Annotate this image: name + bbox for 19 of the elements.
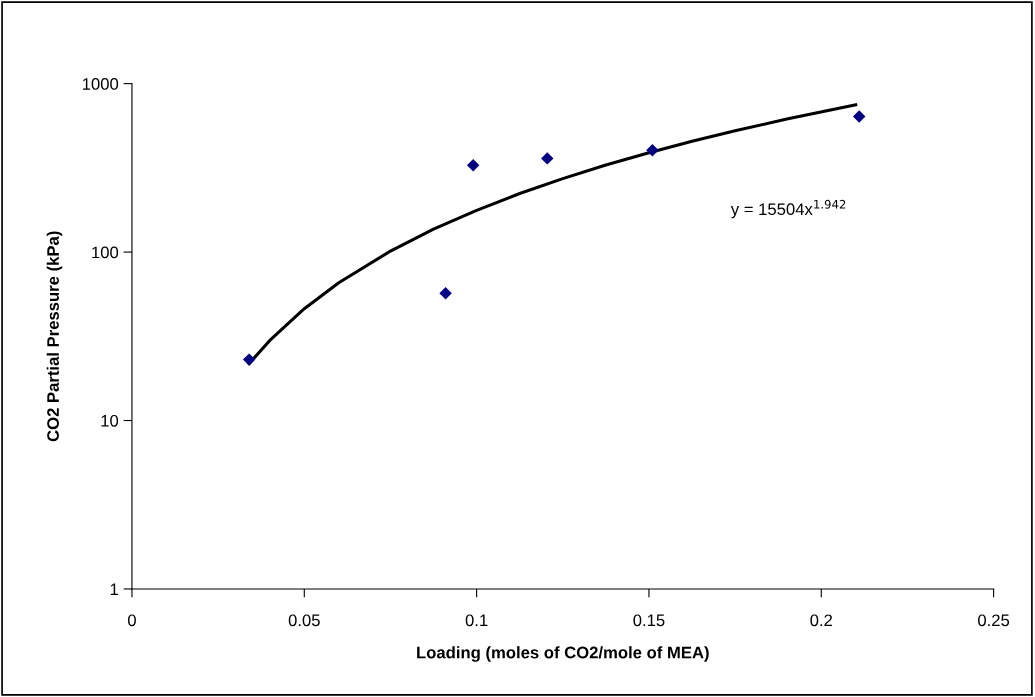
y-axis-title: CO2 Partial Pressure (kPa) — [46, 231, 63, 442]
x-tick-label: 0.2 — [810, 614, 833, 627]
x-tick-label: 0.15 — [633, 614, 665, 627]
x-tick-label: 0.25 — [978, 614, 1010, 627]
point — [242, 353, 256, 366]
y-tick-label: 100 — [92, 246, 119, 259]
point — [466, 158, 480, 172]
point — [646, 144, 659, 157]
point — [541, 152, 554, 165]
y-tick-label: 1000 — [82, 78, 119, 90]
x-tick-label: 0 — [127, 614, 136, 627]
y-tick-label: 10 — [101, 414, 119, 427]
point — [852, 110, 866, 123]
annotation: y = 15504x$^{1.942}$ — [730, 199, 846, 219]
x-axis-title: Loading (moles of CO2/mole of MEA) — [417, 646, 709, 662]
x-tick-label: 0.1 — [465, 614, 488, 627]
point — [439, 286, 452, 300]
y-tick-label: 1 — [110, 583, 118, 595]
x-tick-label: 0.05 — [288, 614, 320, 627]
